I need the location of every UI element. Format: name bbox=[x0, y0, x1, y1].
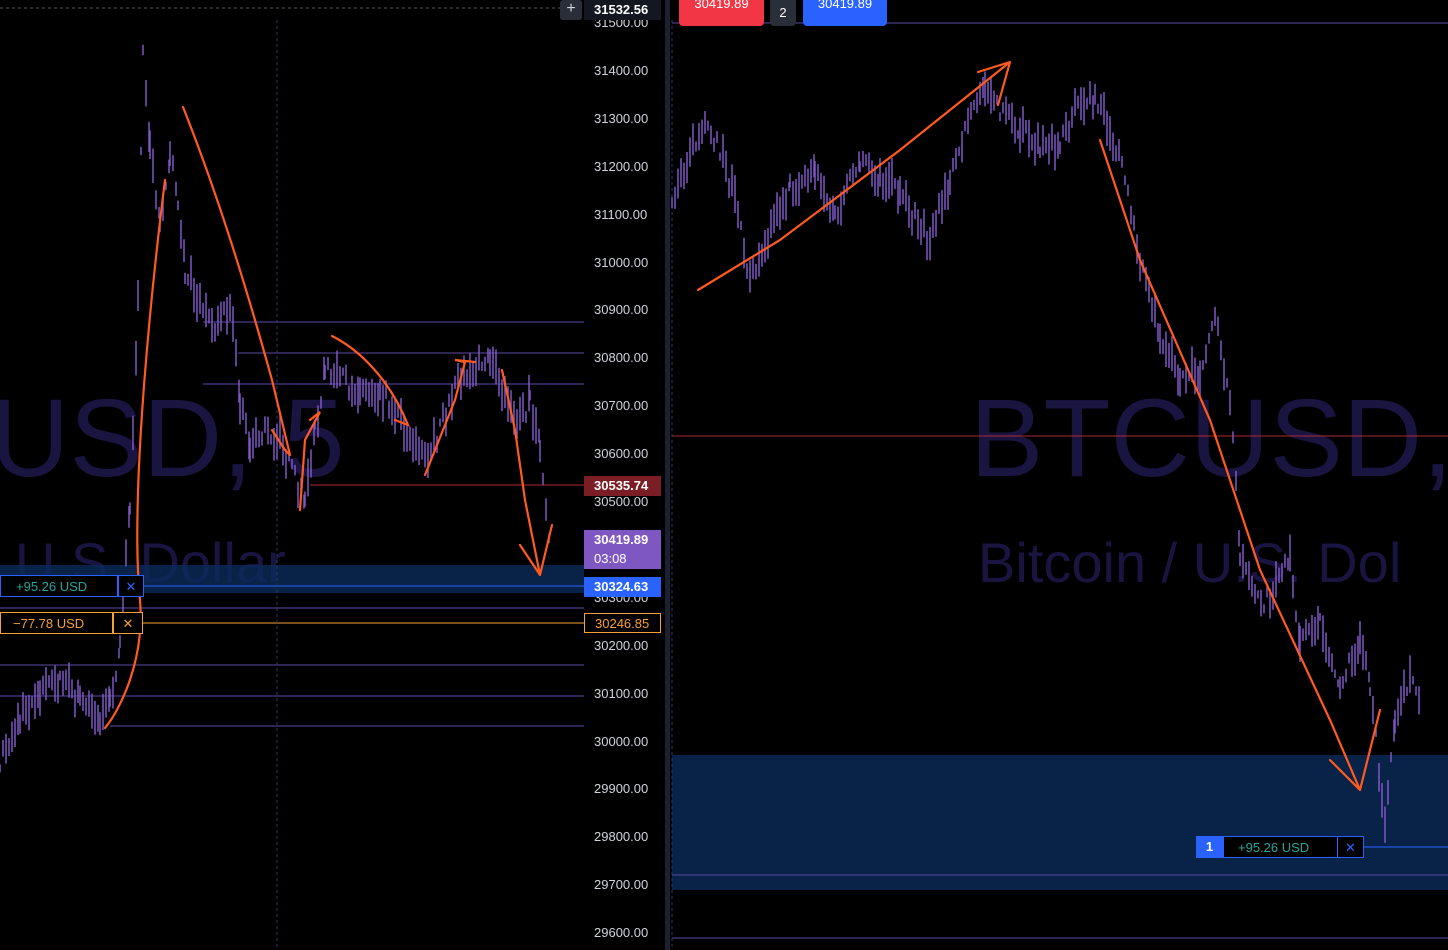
price-axis-label: 30200.00 bbox=[594, 637, 649, 653]
close-position[interactable]: ✕ bbox=[118, 575, 144, 597]
add-button[interactable]: + bbox=[560, 0, 582, 20]
price-axis-label: 30700.00 bbox=[594, 398, 649, 414]
price-tag-last: 30419.89 bbox=[584, 530, 661, 550]
watermark-name: Bitcoin / U.S. Dol bbox=[978, 531, 1402, 594]
price-axis-label: 30900.00 bbox=[594, 302, 649, 318]
crosshair-price: 31532.56 bbox=[584, 0, 661, 20]
price-axis-label: 30600.00 bbox=[594, 446, 649, 462]
position-count: 1 bbox=[1196, 836, 1223, 858]
watermark-symbol: BTCUSD, bbox=[970, 377, 1448, 500]
position-pnl[interactable]: +95.26 USD bbox=[0, 575, 118, 597]
price-axis-label: 29700.00 bbox=[594, 877, 649, 893]
price-axis-label: 30500.00 bbox=[594, 494, 649, 509]
order-pnl[interactable]: −77.78 USD bbox=[0, 612, 113, 634]
price-tag-blue: 30324.63 bbox=[584, 577, 661, 597]
sell-button[interactable]: 30419.89 bbox=[679, 0, 764, 26]
price-axis-label: 31400.00 bbox=[594, 62, 649, 78]
price-axis-label: 30000.00 bbox=[594, 733, 649, 749]
price-tag-orange: 30246.85 bbox=[584, 613, 661, 633]
buy-button[interactable]: 30419.89 bbox=[803, 0, 887, 26]
countdown: 03:08 bbox=[584, 549, 661, 569]
position-pnl[interactable]: +95.26 USD bbox=[1223, 836, 1338, 858]
price-axis-label: 30800.00 bbox=[594, 350, 649, 366]
price-axis-label: 31200.00 bbox=[594, 158, 649, 174]
price-axis-label: 30100.00 bbox=[594, 685, 649, 701]
price-tag-red: 30535.74 bbox=[584, 476, 661, 496]
price-axis-label: 31300.00 bbox=[594, 110, 649, 126]
price-axis-label: 29800.00 bbox=[594, 829, 649, 845]
price-axis-label: 29900.00 bbox=[594, 781, 649, 797]
price-axis-label: 29600.00 bbox=[594, 925, 649, 941]
price-axis-label: 31000.00 bbox=[594, 254, 649, 270]
quantity[interactable]: 2 bbox=[770, 0, 796, 26]
close-position[interactable]: ✕ bbox=[1337, 836, 1364, 858]
cancel-order[interactable]: ✕ bbox=[113, 612, 143, 634]
price-axis-label: 31100.00 bbox=[594, 206, 648, 222]
